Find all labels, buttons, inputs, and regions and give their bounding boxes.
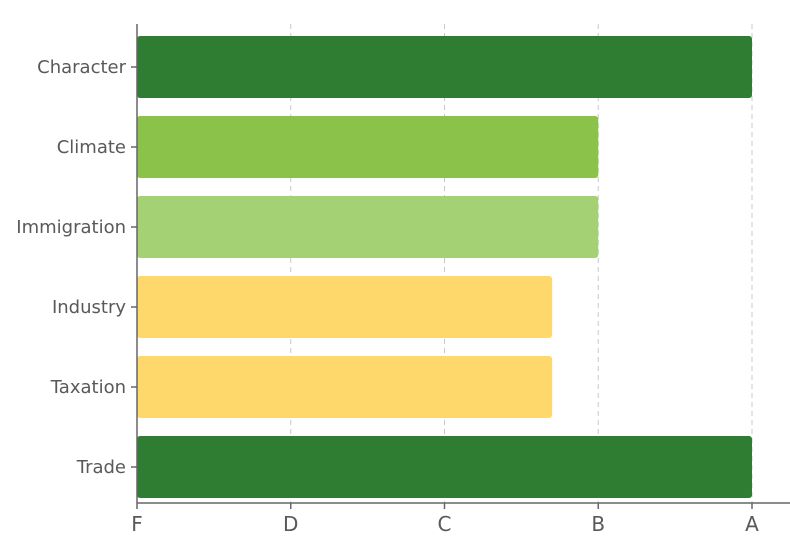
y-tick-label-trade: Trade xyxy=(76,457,126,478)
x-tick-label: A xyxy=(745,512,759,536)
bar-trade xyxy=(137,436,752,498)
y-tick-label-immigration: Immigration xyxy=(16,217,126,238)
y-tick-label-industry: Industry xyxy=(52,297,126,318)
x-tick-label: C xyxy=(438,512,452,536)
x-tick-label: D xyxy=(283,512,298,536)
x-tick-label: F xyxy=(131,512,143,536)
bar-immigration xyxy=(137,196,599,258)
bar-climate xyxy=(137,116,599,178)
y-tick-label-taxation: Taxation xyxy=(50,377,126,398)
y-tick-labels: Character Climate Immigration Industry Taxat… xyxy=(16,57,126,478)
y-tick-label-character: Character xyxy=(37,57,126,78)
grid-lines xyxy=(290,24,753,503)
bar-taxation xyxy=(137,356,553,418)
bar-industry xyxy=(137,276,553,338)
bars xyxy=(137,36,752,498)
axes xyxy=(131,24,790,509)
bar-character xyxy=(137,36,752,98)
x-tick-label: B xyxy=(591,512,605,536)
y-tick-label-climate: Climate xyxy=(57,137,126,158)
